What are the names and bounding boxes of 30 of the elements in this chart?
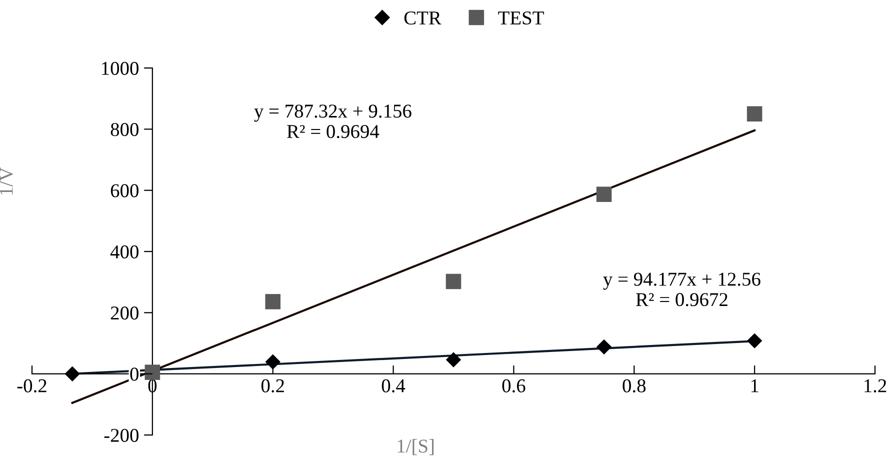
legend-label: CTR <box>404 11 442 25</box>
annotation: y = 94.177x + 12.56 R² = 0.9672 <box>603 272 760 306</box>
y-tick-label: 0 <box>130 368 138 381</box>
y-tick-label: 800 <box>110 122 138 136</box>
y-axis-title: 1/V <box>0 167 13 195</box>
x-tick-label: 1 <box>751 379 758 392</box>
point <box>596 186 612 202</box>
x-tick-label: -0.2 <box>17 379 46 392</box>
point <box>265 294 280 310</box>
y-tick-label: -200 <box>104 428 138 442</box>
point <box>265 354 280 370</box>
point <box>596 339 612 355</box>
point <box>746 333 762 348</box>
point <box>746 106 762 122</box>
y-tick-label: 400 <box>110 245 138 258</box>
y-tick-label: 1000 <box>102 62 138 75</box>
point <box>446 274 462 290</box>
x-tick-label: 0.2 <box>261 379 284 392</box>
point <box>446 352 462 368</box>
y-tick-label: 600 <box>110 184 138 198</box>
y-tick-label: 200 <box>110 306 138 320</box>
x-axis-title: 1/[S] <box>398 439 434 456</box>
x-tick-label: 0.6 <box>502 379 526 392</box>
annotation: y = 787.32x + 9.156 R² = 0.9694 <box>254 104 412 138</box>
legend-label: TEST <box>498 11 544 25</box>
x-tick-label: 1.2 <box>864 379 886 392</box>
point <box>144 364 160 380</box>
x-tick-label: 0.8 <box>622 379 646 392</box>
point <box>64 366 80 382</box>
x-tick-label: 0.4 <box>382 379 406 392</box>
